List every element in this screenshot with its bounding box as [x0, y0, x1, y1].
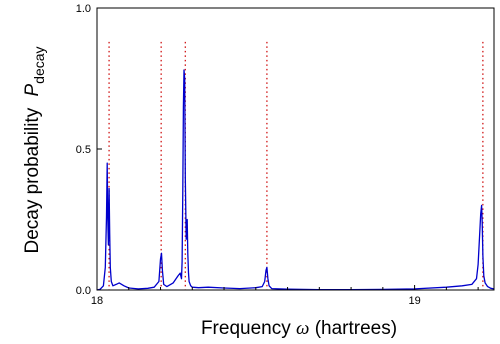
- x-label-suffix: (hartrees): [315, 318, 397, 339]
- y-tick-label: 0.0: [76, 285, 91, 297]
- x-axis-label: Frequency ω (hartrees): [201, 318, 397, 339]
- y-label-subscript: decay: [31, 46, 47, 83]
- axis-ticks: 18 19 0.0 0.5 1.0: [76, 3, 479, 307]
- y-label-prefix: Decay probability: [22, 107, 43, 253]
- x-tick-label: 18: [91, 295, 103, 307]
- x-label-symbol: ω: [296, 318, 309, 339]
- y-label-symbol: P: [22, 84, 43, 97]
- y-axis-label: Decay probability Pdecay: [22, 46, 47, 253]
- y-tick-label: 1.0: [76, 3, 91, 15]
- x-tick-label: 19: [408, 295, 420, 307]
- resonance-reference-lines: [108, 41, 484, 290]
- plot-frame: [96, 7, 495, 291]
- decay-probability-line: [96, 69, 495, 291]
- y-tick-label: 0.5: [76, 144, 91, 156]
- curve-layer: [96, 69, 495, 291]
- x-label-prefix: Frequency: [201, 318, 291, 339]
